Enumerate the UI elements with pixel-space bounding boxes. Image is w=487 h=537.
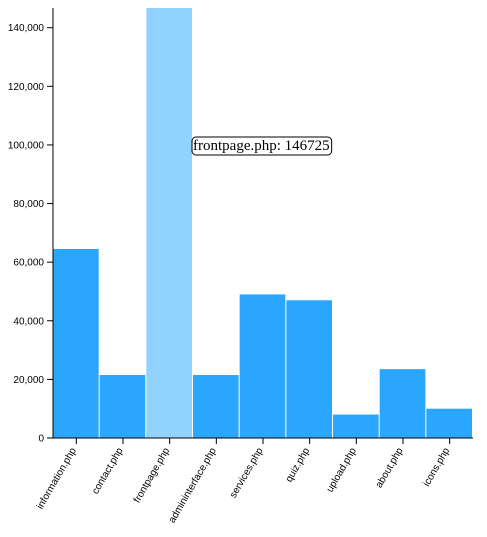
bar-services-php[interactable] <box>239 294 286 438</box>
x-tick-label: information.php <box>35 446 79 512</box>
tooltip-text: frontpage.php: 146725 <box>193 138 330 154</box>
bar-information-php[interactable] <box>53 248 99 438</box>
y-tick-label: 140,000 <box>8 23 45 34</box>
x-tick-label: contact.php <box>90 446 126 497</box>
x-tick-label: admininterface.php <box>167 446 219 526</box>
bars-group <box>53 8 472 438</box>
bar-upload-php[interactable] <box>333 414 379 438</box>
y-tick-label: 0 <box>38 434 44 445</box>
x-tick-label: upload.php <box>325 446 359 495</box>
y-axis: 0 20,000 40,000 60,000 80,000 100,000 120,000 1… <box>8 8 54 445</box>
bar-contact-php[interactable] <box>99 374 146 438</box>
y-tick-label: 120,000 <box>8 82 45 93</box>
tooltip: frontpage.php: 146725 <box>191 136 333 156</box>
x-tick-label: frontpage.php <box>132 446 173 505</box>
y-tick-label: 80,000 <box>13 199 44 210</box>
y-tick-label: 40,000 <box>13 316 44 327</box>
x-tick-label: icons.php <box>421 446 452 489</box>
x-axis: information.php contact.php frontpage.phpa… <box>35 437 473 526</box>
x-tick-label: quiz.php <box>284 446 313 485</box>
y-tick-label: 100,000 <box>8 140 45 151</box>
y-tick-label: 60,000 <box>13 258 44 269</box>
bar-about-php[interactable] <box>379 369 426 438</box>
x-tick-label: about.php <box>374 446 406 490</box>
y-tick-label: 20,000 <box>13 375 44 386</box>
x-tick-label: services.php <box>228 446 266 500</box>
bar-admininterface-php[interactable] <box>193 374 239 438</box>
bar-frontpage-php[interactable] <box>146 8 192 438</box>
bar-quiz-php[interactable] <box>286 300 332 438</box>
bar-icons-php[interactable] <box>426 408 472 438</box>
tooltip-box <box>191 136 333 156</box>
